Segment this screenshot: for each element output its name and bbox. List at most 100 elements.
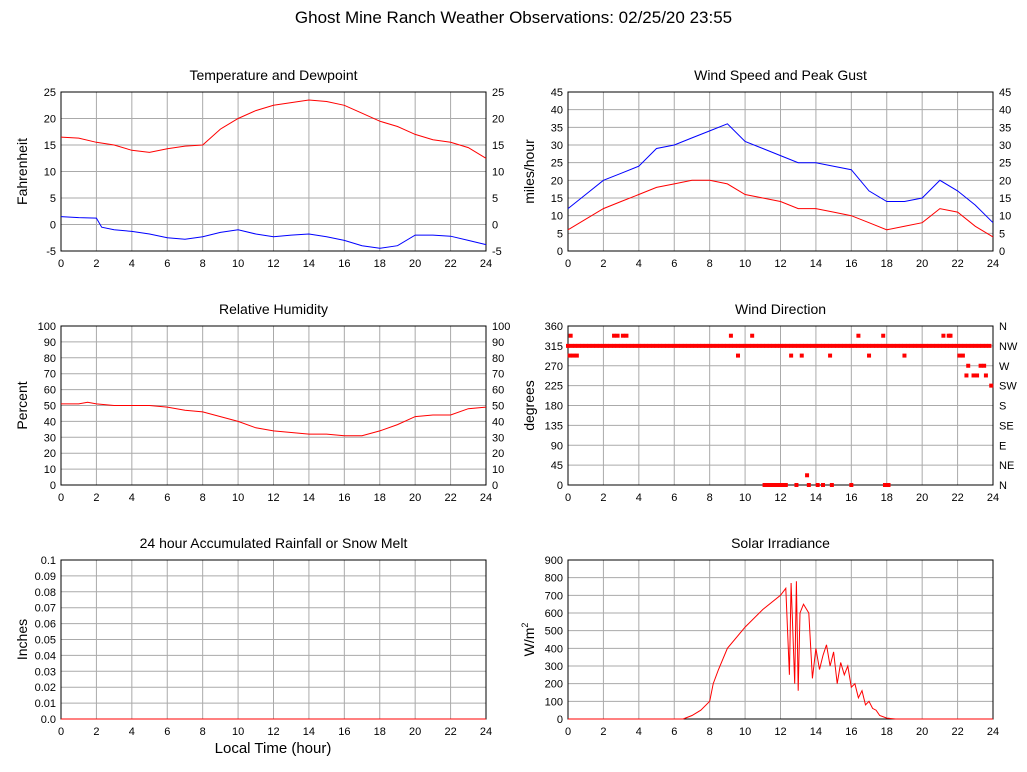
dir-data-point [806,483,811,487]
rh-y-tick-label: 40 [44,416,56,428]
wind-right-axis-label: 5 [999,228,1005,240]
rh-y-tick-label: 30 [44,432,56,444]
rh-y-axis-label-text: Percent [14,381,30,429]
wind-y-tick-label: 15 [551,193,563,205]
dir-y-tick-label: 45 [551,460,563,472]
dir-right-axis-label: S [999,401,1006,413]
dir-data-point [725,343,730,348]
dir-y-tick-label: 225 [545,381,563,393]
dir-data-point [874,343,879,348]
dir-data-point [964,373,969,378]
dir-data-point [971,373,976,378]
rh-y-tick-label: 0 [50,480,56,492]
rh-right-axis-label: 80 [492,353,504,365]
rh-y-tick-label: 20 [44,448,56,460]
rain-y-axis-label: Inches [14,619,30,660]
dir-data-point [927,343,932,348]
rain-y-tick-label: 0.08 [35,587,56,599]
rh-right-axis-label: 50 [492,401,504,413]
solar-y-tick-label: 300 [545,661,563,673]
rain-y-tick-label: 0.06 [35,619,56,631]
dir-data-point [803,343,808,348]
dir-data-point [615,333,620,338]
dir-data-point [597,343,602,348]
temp-chart-title: Temperature and Dewpoint [189,67,357,83]
dir-data-point [693,343,698,348]
dir-right-axis-label: W [999,361,1010,373]
dir-data-point [629,343,634,348]
dir-data-point [665,343,670,348]
wind-x-tick-label: 16 [845,258,857,270]
dir-data-point [689,343,694,348]
dir-data-point [980,343,985,348]
rh-right-axis-label: 60 [492,385,504,397]
wind-right-axis-label: 45 [999,87,1011,99]
wind-right-axis-label: 15 [999,193,1011,205]
solar-x-tick-label: 4 [636,726,642,738]
dir-data-point [622,343,627,348]
dir-x-tick-label: 16 [845,492,857,504]
solar-plot-frame [567,559,994,720]
dir-data-point [941,343,946,348]
temp-right-axis-label: 25 [492,87,504,99]
dir-data-point [989,383,994,388]
dir-x-tick-label: 20 [916,492,928,504]
dir-x-tick-label: 22 [951,492,963,504]
dir-data-point [590,343,595,348]
dir-data-point [567,353,572,358]
dir-data-point [794,483,799,487]
rh-x-tick-label: 2 [93,492,99,504]
dir-data-point [785,343,790,348]
dir-data-point [863,343,868,348]
dir-data-point [583,343,588,348]
wind-y-tick-label: 5 [557,228,563,240]
dir-data-point [888,343,893,348]
dir-data-point [704,343,709,348]
dir-data-point [946,333,951,338]
wind-x-tick-label: 12 [774,258,786,270]
dir-x-tick-label: 12 [774,492,786,504]
dir-data-point [962,343,967,348]
temp-right-axis-label: -5 [492,246,502,258]
dir-data-point [886,483,891,487]
dir-data-point [817,343,822,348]
dir-data-point [867,343,872,348]
rh-y-tick-label: 90 [44,337,56,349]
dir-y-tick-label: 90 [551,440,563,452]
solar-x-tick-label: 10 [739,726,751,738]
temp-plot-frame [60,91,487,252]
dir-right-axis-label: E [999,440,1006,452]
rain-x-tick-label: 8 [200,726,206,738]
solar-x-tick-label: 14 [810,726,822,738]
wind-x-tick-label: 0 [565,258,571,270]
dir-data-point [856,333,861,338]
temp-series-line-0 [60,99,487,159]
dir-data-point [633,343,638,348]
temp-x-tick-label: 8 [200,258,206,270]
solar-y-axis-label-superscript: 2 [520,623,530,628]
dir-data-point [620,333,625,338]
dir-x-tick-label: 6 [671,492,677,504]
dir-data-point [870,343,875,348]
dir-data-point [952,343,957,348]
solar-x-tick-label: 6 [671,726,677,738]
wind-x-tick-label: 4 [636,258,642,270]
dir-data-point [782,343,787,348]
dir-data-point [902,343,907,348]
dir-x-tick-label: 10 [739,492,751,504]
rain-x-tick-label: 10 [232,726,244,738]
dir-data-point [718,343,723,348]
dir-data-point [959,343,964,348]
dir-data-point [849,343,854,348]
wind-x-tick-label: 6 [671,258,677,270]
solar-y-tick-label: 0 [557,714,563,726]
solar-y-tick-label: 200 [545,679,563,691]
rh-series-line-0 [61,401,487,437]
temp-x-tick-label: 14 [303,258,315,270]
temp-x-tick-label: 18 [374,258,386,270]
dir-y-tick-label: 180 [545,401,563,413]
dir-data-point [728,343,733,348]
wind-x-tick-label: 2 [600,258,606,270]
rain-y-tick-label: 0.03 [35,666,56,678]
rh-y-axis-label: Percent [14,381,30,429]
